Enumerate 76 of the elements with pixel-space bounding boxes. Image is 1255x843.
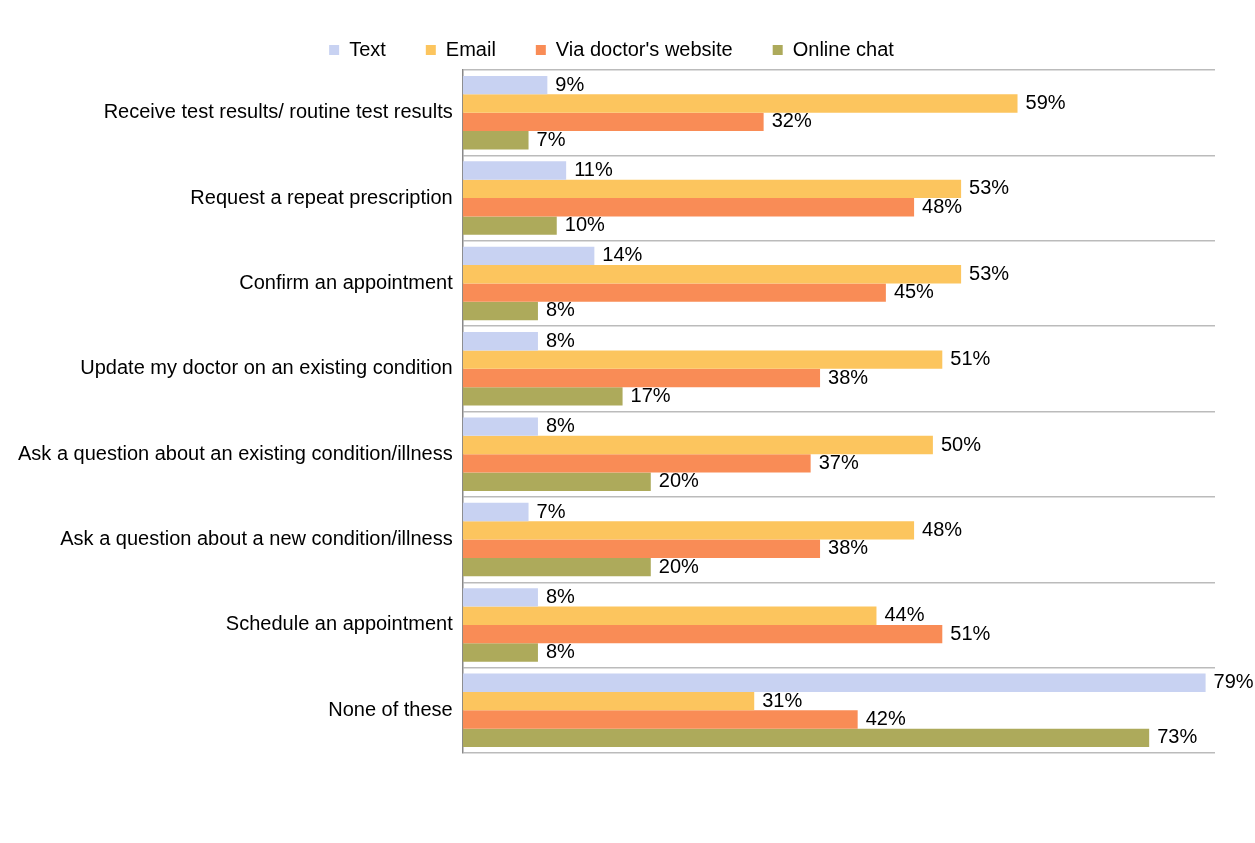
data-label: 14% bbox=[602, 243, 643, 266]
bar bbox=[462, 301, 538, 321]
data-label: 8% bbox=[545, 414, 576, 437]
data-label: 20% bbox=[658, 469, 700, 492]
y-tick-label: Confirm an appointment bbox=[239, 270, 454, 293]
data-label: 8% bbox=[545, 584, 576, 607]
bar bbox=[462, 454, 811, 473]
legend-label: Online chat bbox=[792, 37, 895, 60]
y-tick-label: Ask a question about a new condition/illness bbox=[60, 527, 453, 550]
data-label: 45% bbox=[893, 280, 935, 303]
legend-label: Via doctor's website bbox=[555, 37, 733, 60]
bar bbox=[462, 710, 858, 729]
data-label: 8% bbox=[545, 298, 576, 321]
bar bbox=[462, 368, 821, 388]
bar bbox=[462, 502, 529, 522]
data-label: 38% bbox=[828, 365, 869, 388]
data-label: 10% bbox=[564, 213, 605, 236]
data-label: 8% bbox=[545, 328, 576, 351]
data-label: 79% bbox=[1213, 670, 1254, 693]
data-label: 7% bbox=[536, 127, 566, 150]
bar bbox=[462, 161, 567, 180]
y-tick-label: None of these bbox=[328, 697, 453, 720]
bar bbox=[462, 332, 538, 351]
data-label: 50% bbox=[940, 432, 982, 455]
bar bbox=[462, 588, 538, 607]
data-label: 73% bbox=[1157, 725, 1198, 748]
bar bbox=[462, 728, 1150, 748]
data-label: 7% bbox=[536, 499, 566, 522]
bar bbox=[462, 521, 915, 540]
bar bbox=[462, 131, 529, 150]
bar bbox=[462, 112, 764, 132]
data-label: 11% bbox=[574, 158, 613, 181]
bar bbox=[462, 350, 943, 369]
bar bbox=[462, 624, 943, 644]
data-label: 53% bbox=[969, 176, 1010, 199]
bar bbox=[462, 606, 877, 625]
data-label: 31% bbox=[762, 688, 803, 711]
y-tick-label: Request a repeat prescription bbox=[190, 185, 453, 208]
data-label: 48% bbox=[922, 194, 963, 217]
data-label: 17% bbox=[630, 383, 671, 406]
bar bbox=[462, 673, 1206, 692]
bar bbox=[462, 387, 623, 406]
y-tick-label: Ask a question about an existing condition/illness bbox=[18, 441, 453, 464]
legend-label: Email bbox=[445, 37, 496, 60]
bar bbox=[462, 691, 755, 711]
data-label: 53% bbox=[969, 261, 1010, 284]
data-label: 42% bbox=[865, 707, 906, 730]
y-tick-label: Schedule an appointment bbox=[225, 612, 454, 635]
data-label: 8% bbox=[545, 639, 576, 662]
bar bbox=[462, 94, 1018, 113]
bar bbox=[462, 417, 538, 436]
bar bbox=[462, 557, 651, 577]
bar bbox=[462, 539, 821, 558]
bar bbox=[462, 75, 548, 95]
y-tick-label: Update my doctor on an existing condition bbox=[80, 356, 453, 379]
bar bbox=[462, 283, 886, 302]
bar bbox=[462, 216, 557, 235]
bar bbox=[462, 472, 651, 491]
data-label: 20% bbox=[658, 554, 700, 577]
bar bbox=[462, 265, 962, 284]
data-label: 48% bbox=[922, 517, 963, 540]
legend-label: Text bbox=[349, 37, 387, 60]
data-label: 51% bbox=[950, 621, 991, 644]
bar bbox=[462, 179, 962, 199]
bar bbox=[462, 198, 915, 217]
data-label: 44% bbox=[884, 603, 925, 626]
data-label: 59% bbox=[1025, 91, 1066, 114]
data-label: 38% bbox=[828, 536, 869, 559]
data-label: 51% bbox=[950, 347, 991, 370]
bar bbox=[462, 643, 538, 662]
bar bbox=[462, 435, 933, 455]
bar bbox=[462, 246, 595, 266]
data-label: 37% bbox=[818, 450, 859, 473]
data-label: 9% bbox=[555, 72, 585, 95]
y-tick-label: Receive test results/ routine test results bbox=[103, 100, 453, 123]
data-label: 32% bbox=[771, 109, 812, 132]
